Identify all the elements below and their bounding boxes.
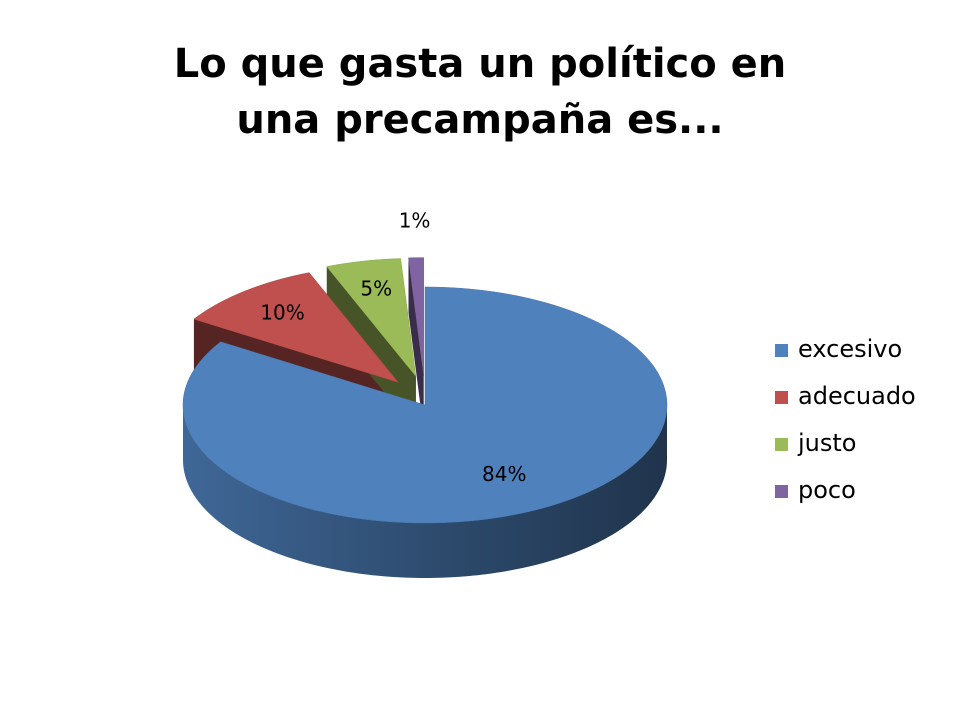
slice [182, 286, 668, 524]
data-label: 1% [399, 209, 431, 233]
slice-side [183, 405, 667, 578]
slice [326, 258, 417, 378]
data-label: 84% [482, 462, 526, 486]
legend-swatch [775, 438, 788, 451]
data-label: 5% [360, 276, 392, 300]
legend-label: poco [798, 476, 856, 504]
slice [193, 272, 399, 383]
legend-label: justo [797, 429, 856, 457]
legend-swatch [775, 485, 788, 498]
legend-label: adecuado [798, 382, 916, 410]
legend-swatch [775, 391, 788, 404]
chart-title: Lo que gasta un político en una precampa… [173, 41, 787, 143]
legend-swatch [775, 344, 788, 357]
data-label: 10% [260, 301, 304, 325]
slice-wall [408, 257, 424, 431]
slice [408, 257, 424, 376]
legend-label: excesivo [798, 335, 902, 363]
